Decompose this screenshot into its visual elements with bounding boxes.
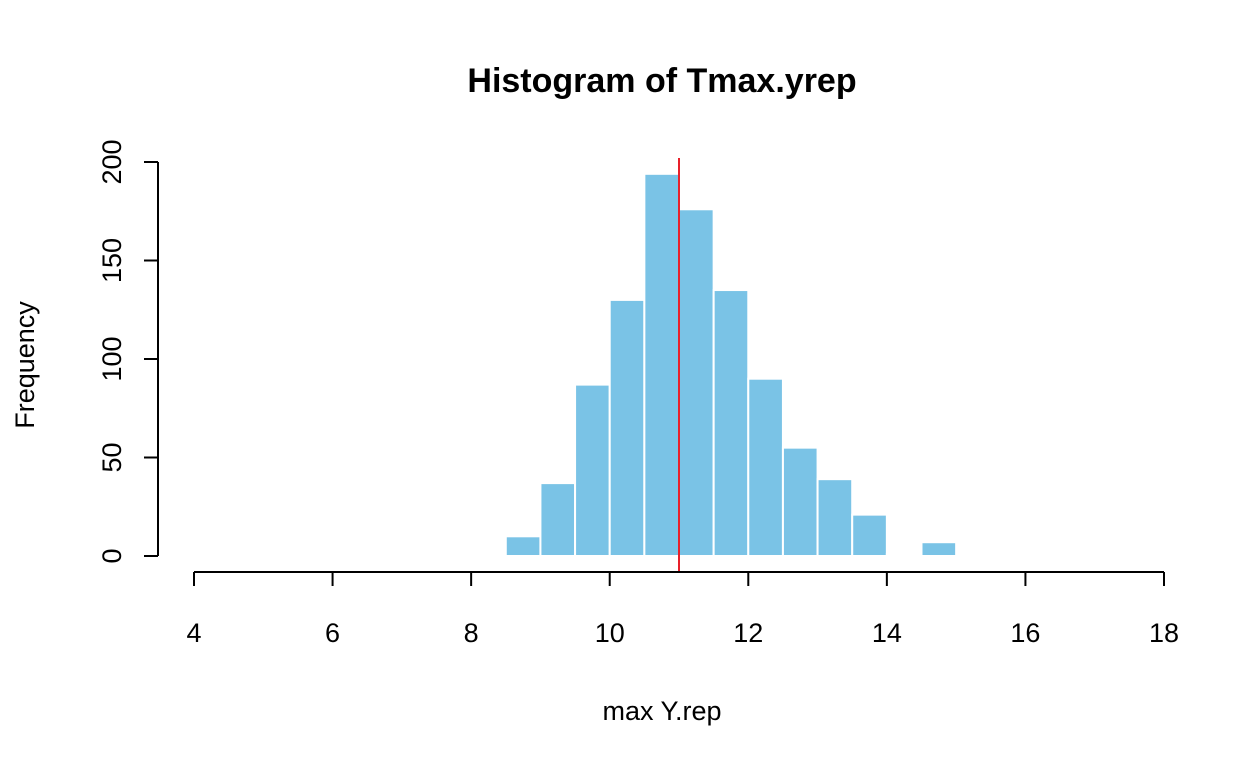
y-axis: 0 50 100 150 200 xyxy=(97,139,159,564)
y-tick-label: 50 xyxy=(97,442,127,472)
x-tick-label: 4 xyxy=(186,618,201,648)
x-tick-label: 16 xyxy=(1010,618,1040,648)
y-tick-label: 100 xyxy=(97,336,127,381)
histogram-bar xyxy=(712,289,750,557)
x-tick-label: 12 xyxy=(733,618,763,648)
histogram-bar xyxy=(504,535,542,557)
x-tick-label: 8 xyxy=(464,618,479,648)
histogram-bar xyxy=(781,446,819,557)
histogram-bar xyxy=(816,478,854,558)
histogram-bar xyxy=(851,513,888,558)
y-tick-label: 150 xyxy=(97,238,127,283)
x-axis-label: max Y.rep xyxy=(602,696,721,726)
histogram-bar xyxy=(678,208,715,557)
x-axis: 4 6 8 10 12 14 16 18 xyxy=(186,571,1179,648)
x-tick-label: 10 xyxy=(595,618,625,648)
histogram-bar xyxy=(608,298,646,557)
histogram-bar xyxy=(747,377,784,558)
x-tick-label: 18 xyxy=(1149,618,1179,648)
histogram-bar xyxy=(470,553,507,558)
x-tick-label: 14 xyxy=(872,618,902,648)
y-axis-label: Frequency xyxy=(10,301,40,429)
histogram-bar xyxy=(885,553,923,558)
histogram-bar xyxy=(920,541,958,558)
chart-title: Histogram of Tmax.yrep xyxy=(467,62,856,100)
y-tick-label: 0 xyxy=(97,548,127,563)
x-tick-label: 6 xyxy=(325,618,340,648)
histogram-bar xyxy=(539,482,577,557)
histogram-bar xyxy=(574,383,611,557)
y-tick-label: 200 xyxy=(97,139,127,184)
histogram-bar xyxy=(643,172,680,557)
bars-group xyxy=(470,172,958,558)
